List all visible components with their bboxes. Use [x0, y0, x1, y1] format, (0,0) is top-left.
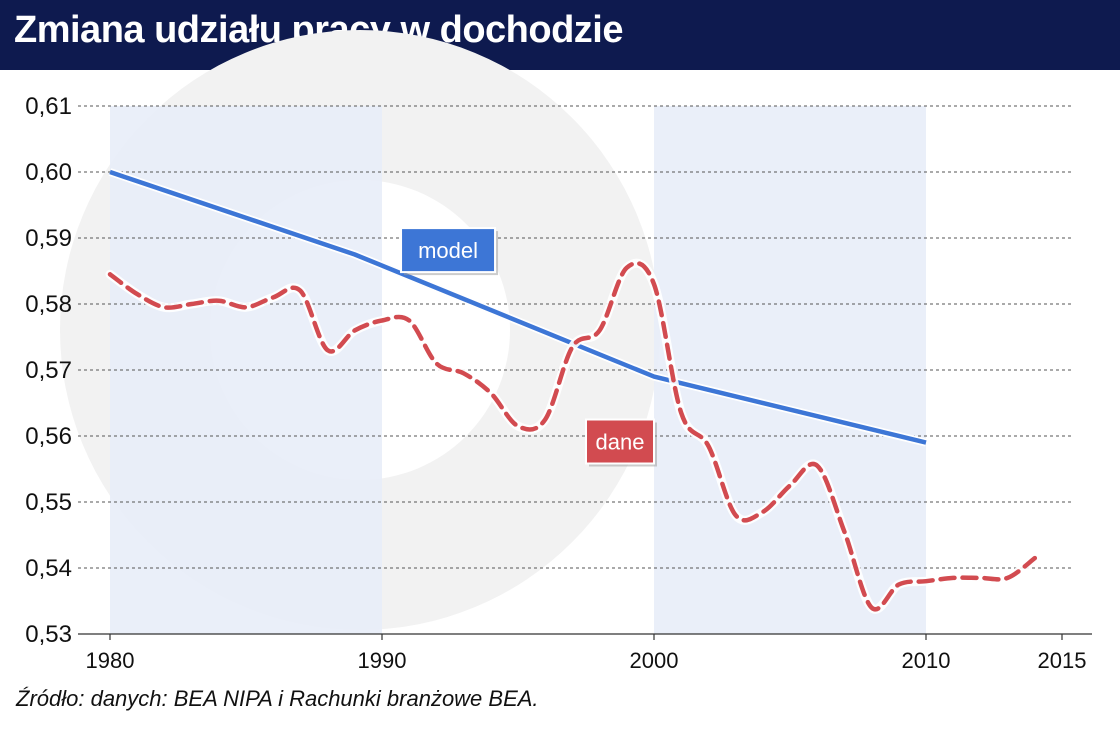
y-tick-label: 0,59 — [25, 225, 72, 252]
series-label-dane: dane — [596, 430, 645, 455]
x-tick-label: 1980 — [86, 648, 135, 673]
y-tick-label: 0,57 — [25, 357, 72, 384]
title-bar: Zmiana udziału pracy w dochodzie — [0, 0, 1120, 70]
series-lines — [105, 168, 1040, 614]
y-tick-label: 0,55 — [25, 489, 72, 516]
series-labels: model dane — [400, 227, 657, 467]
series-label-box-model — [400, 227, 497, 274]
y-tick-label: 0,53 — [25, 621, 72, 648]
x-axis — [78, 633, 1092, 640]
x-tick-label: 1990 — [358, 648, 407, 673]
x-tick-label: 2010 — [902, 648, 951, 673]
series-label-model: model — [418, 238, 478, 263]
y-tick-label: 0,54 — [25, 555, 72, 582]
source-note: Źródło: danych: BEA NIPA i Rachunki bran… — [16, 686, 539, 711]
shaded-period-2 — [654, 106, 926, 634]
x-tick-label: 2015 — [1038, 648, 1087, 673]
x-tick-label: 2000 — [630, 648, 679, 673]
y-tick-label: 0,60 — [25, 159, 72, 186]
y-tick-label: 0,56 — [25, 423, 72, 450]
series-label-box-dane — [585, 418, 655, 465]
shaded-periods — [60, 30, 926, 634]
tick-labels: 0,53 0,54 0,55 0,56 0,57 0,58 0,59 0,60 0,61 1980… — [25, 93, 1086, 673]
y-tick-label: 0,58 — [25, 291, 72, 318]
series-model-line — [109, 169, 927, 445]
series-dane-line — [107, 260, 1038, 612]
y-tick-label: 0,61 — [25, 93, 72, 120]
